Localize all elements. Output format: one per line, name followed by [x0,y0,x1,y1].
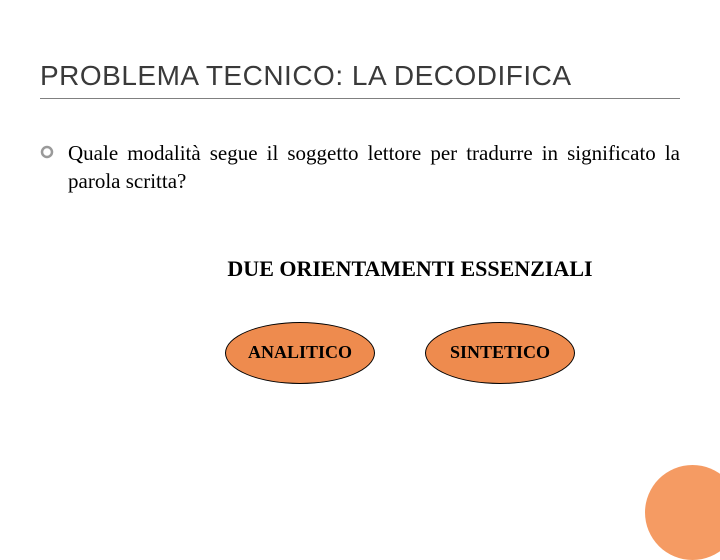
slide: PROBLEMA TECNICO: LA DECODIFICA Quale mo… [0,0,720,540]
subheading: DUE ORIENTAMENTI ESSENZIALI [40,256,680,282]
oval-right-label: SINTETICO [450,342,550,363]
bullet-text: Quale modalità segue il soggetto lettore… [68,139,680,196]
ovals-row: ANALITICO SINTETICO [40,322,680,384]
bullet-ring-icon [40,145,54,159]
page-title: PROBLEMA TECNICO: LA DECODIFICA [40,60,680,99]
oval-analitico: ANALITICO [225,322,375,384]
oval-sintetico: SINTETICO [425,322,575,384]
oval-left-label: ANALITICO [248,342,352,363]
corner-decoration-icon [645,465,720,560]
bullet-item: Quale modalità segue il soggetto lettore… [40,139,680,196]
